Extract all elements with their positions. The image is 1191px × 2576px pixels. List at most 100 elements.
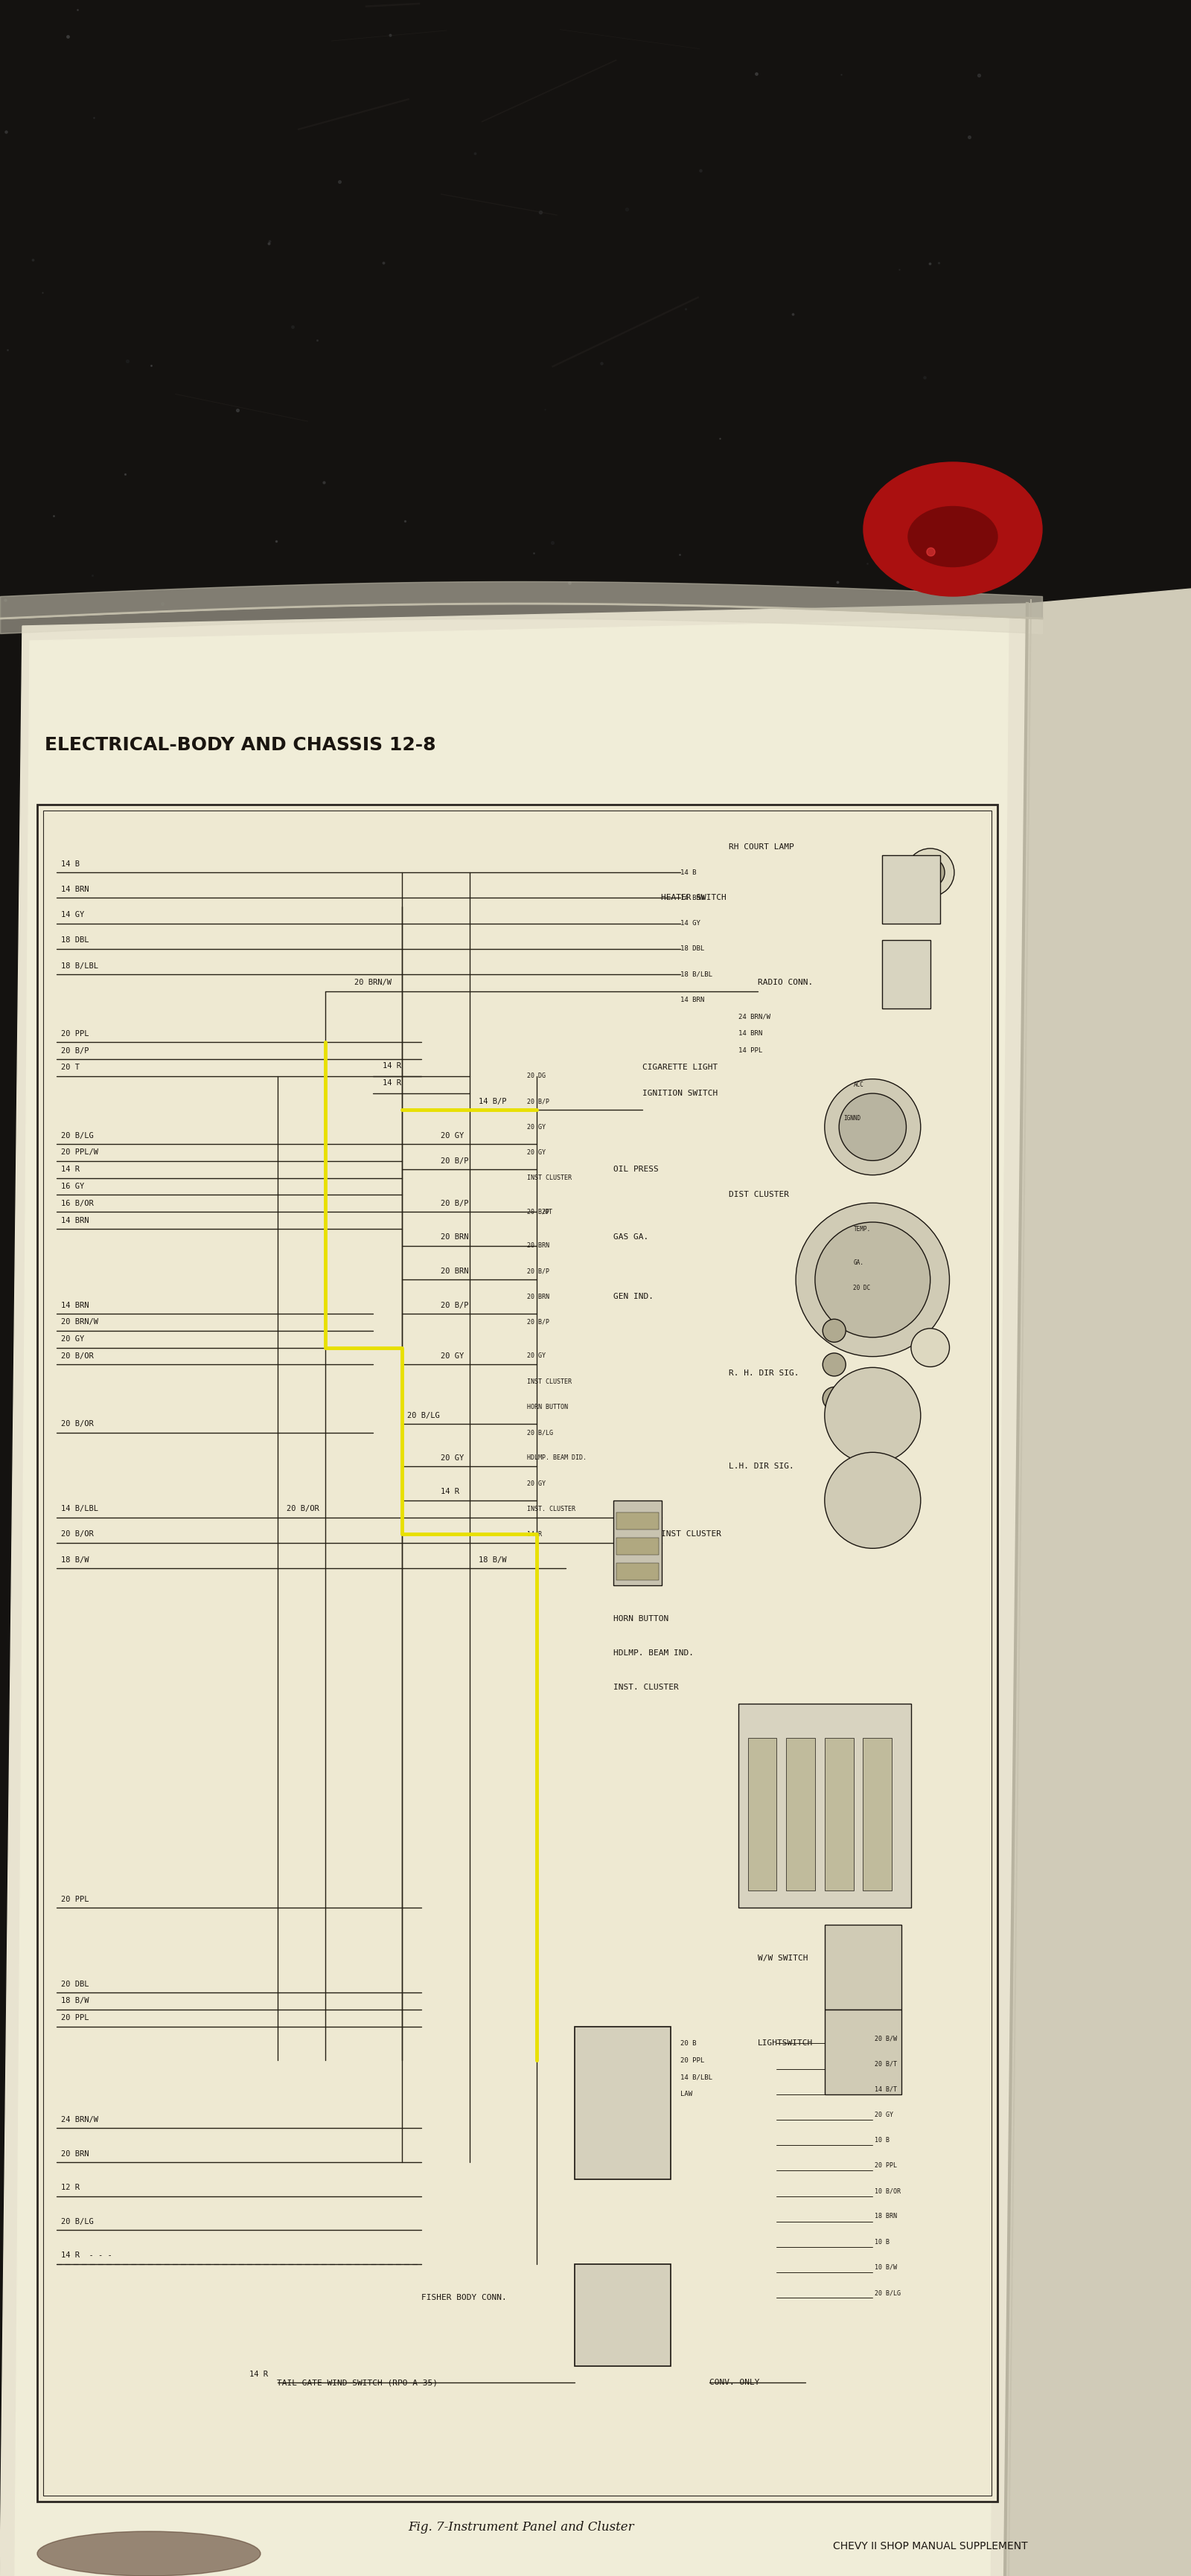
- Text: DIST CLUSTER: DIST CLUSTER: [729, 1190, 788, 1198]
- Bar: [426, 685, 438, 693]
- Text: 20 B/W: 20 B/W: [874, 2035, 897, 2043]
- Bar: [455, 685, 467, 693]
- Text: 20 B/P: 20 B/P: [526, 1208, 549, 1216]
- Text: 20 DBL: 20 DBL: [61, 1981, 89, 1989]
- Bar: [339, 680, 345, 685]
- Text: 20 B/P: 20 B/P: [61, 1046, 89, 1054]
- Text: 20 B/T: 20 B/T: [874, 2061, 897, 2066]
- Text: 14 BRN: 14 BRN: [61, 1216, 89, 1224]
- Text: INST CLUSTER: INST CLUSTER: [526, 1378, 572, 1386]
- Text: 14 R: 14 R: [61, 1167, 80, 1172]
- Text: 14 B: 14 B: [680, 868, 697, 876]
- Bar: [43, 811, 991, 2496]
- Text: ACC: ACC: [854, 1082, 863, 1087]
- Text: 18 B/W: 18 B/W: [61, 1556, 89, 1564]
- Text: 20 DC: 20 DC: [854, 1285, 871, 1291]
- Circle shape: [823, 1319, 846, 1342]
- Text: R. H. DIR SIG.: R. H. DIR SIG.: [729, 1370, 799, 1376]
- Text: 18 B/W: 18 B/W: [61, 1996, 89, 2004]
- Bar: [616, 1512, 659, 1530]
- Text: W/W SWITCH: W/W SWITCH: [757, 1955, 807, 1963]
- Text: 20 GY: 20 GY: [874, 2112, 893, 2117]
- Text: TAIL GATE WIND SWITCH (RPO A 35): TAIL GATE WIND SWITCH (RPO A 35): [278, 2380, 438, 2385]
- Text: GEN IND.: GEN IND.: [613, 1293, 654, 1301]
- Ellipse shape: [37, 2532, 261, 2576]
- Text: ELECTRICAL-BODY AND CHASSIS 12-8: ELECTRICAL-BODY AND CHASSIS 12-8: [45, 737, 436, 755]
- Text: INST. CLUSTER: INST. CLUSTER: [526, 1504, 575, 1512]
- Text: 20 GY: 20 GY: [441, 1352, 463, 1360]
- Text: 20 BRN: 20 BRN: [441, 1267, 468, 1275]
- Text: 14 GY: 14 GY: [680, 920, 700, 927]
- Text: TEMP.: TEMP.: [854, 1226, 871, 1231]
- Circle shape: [916, 858, 944, 886]
- Text: 20 B/P: 20 B/P: [441, 1301, 468, 1309]
- Bar: [399, 680, 405, 685]
- Text: 20 GY: 20 GY: [441, 1455, 463, 1461]
- Bar: [824, 2009, 902, 2094]
- Text: 20 DG: 20 DG: [526, 1072, 545, 1079]
- Text: 20 GY: 20 GY: [526, 1352, 545, 1360]
- Text: CHEVY II SHOP MANUAL SUPPLEMENT: CHEVY II SHOP MANUAL SUPPLEMENT: [833, 2540, 1028, 2550]
- Text: 20 B/LG: 20 B/LG: [526, 1430, 553, 1435]
- Text: 10 B/W: 10 B/W: [874, 2264, 897, 2269]
- Text: 20 BRN/W: 20 BRN/W: [61, 1319, 99, 1327]
- Text: GA.: GA.: [854, 1260, 863, 1267]
- Text: 18 BRN: 18 BRN: [874, 2213, 897, 2221]
- Circle shape: [823, 1386, 846, 1409]
- Text: 10 B/OR: 10 B/OR: [874, 2187, 900, 2195]
- Text: 14 GY: 14 GY: [61, 912, 85, 920]
- Text: LAW: LAW: [680, 2092, 693, 2097]
- Text: 14 B: 14 B: [61, 860, 80, 868]
- Ellipse shape: [863, 461, 1042, 595]
- Circle shape: [911, 1329, 949, 1368]
- Text: 20 PPL/W: 20 PPL/W: [61, 1149, 99, 1157]
- Text: HORN BUTTON: HORN BUTTON: [526, 1404, 568, 1412]
- Text: 20 B/OR: 20 B/OR: [61, 1352, 94, 1360]
- Ellipse shape: [909, 507, 998, 567]
- Text: 20 GY: 20 GY: [526, 1149, 545, 1157]
- Text: 20 PPL: 20 PPL: [680, 2058, 705, 2063]
- Circle shape: [815, 1221, 930, 1337]
- Text: OIL PRESS: OIL PRESS: [613, 1167, 659, 1172]
- Text: CONV. ONLY: CONV. ONLY: [710, 2380, 760, 2385]
- Circle shape: [838, 1092, 906, 1162]
- Text: IGNND: IGNND: [843, 1115, 861, 1123]
- Bar: [786, 1739, 815, 1891]
- Text: INST CLUSTER: INST CLUSTER: [661, 1530, 722, 1538]
- Text: 20 B/P: 20 B/P: [526, 1097, 549, 1105]
- Bar: [883, 855, 940, 922]
- Text: 10 B: 10 B: [874, 2136, 890, 2143]
- Text: 20 B/OR: 20 B/OR: [61, 1419, 94, 1427]
- Text: 20 B: 20 B: [680, 2040, 697, 2048]
- Text: 14 R: 14 R: [384, 1079, 401, 1087]
- Text: 20T: 20T: [542, 1208, 553, 1216]
- Text: 20 GY: 20 GY: [526, 1481, 545, 1486]
- Text: 20 B/P: 20 B/P: [526, 1319, 549, 1327]
- Text: 20 B/P: 20 B/P: [441, 1157, 468, 1164]
- Text: GAS GA.: GAS GA.: [613, 1234, 649, 1242]
- Text: RADIO CONN.: RADIO CONN.: [757, 979, 812, 987]
- Text: 20 PPL: 20 PPL: [61, 1896, 89, 1904]
- Bar: [429, 680, 435, 685]
- Polygon shape: [1005, 590, 1191, 2576]
- Text: 20 BRN: 20 BRN: [61, 2151, 89, 2159]
- Bar: [395, 685, 407, 693]
- Text: 20 B/LG: 20 B/LG: [61, 1131, 94, 1139]
- Text: 14 B/LBL: 14 B/LBL: [680, 2074, 712, 2081]
- Text: 14 PPL: 14 PPL: [738, 1048, 762, 1054]
- Text: 18 B/LBL: 18 B/LBL: [680, 971, 712, 979]
- Text: 18 DBL: 18 DBL: [680, 945, 705, 953]
- Text: 20 B/OR: 20 B/OR: [287, 1504, 319, 1512]
- Text: 14 B/P: 14 B/P: [479, 1097, 507, 1105]
- Text: INST CLUSTER: INST CLUSTER: [526, 1175, 572, 1182]
- Text: 20 PPL: 20 PPL: [61, 1030, 89, 1038]
- Text: 20 GY: 20 GY: [441, 1131, 463, 1139]
- Bar: [37, 804, 998, 2501]
- Text: HEATER SWITCH: HEATER SWITCH: [661, 894, 727, 902]
- Text: BODY CONN.: BODY CONN.: [594, 2074, 644, 2081]
- Text: HDLMP. BEAM DID.: HDLMP. BEAM DID.: [526, 1455, 586, 1461]
- Text: 16 GY: 16 GY: [61, 1182, 85, 1190]
- Text: 18 B/W: 18 B/W: [479, 1556, 507, 1564]
- Text: HDLMP. BEAM IND.: HDLMP. BEAM IND.: [613, 1649, 693, 1656]
- Bar: [575, 2264, 671, 2365]
